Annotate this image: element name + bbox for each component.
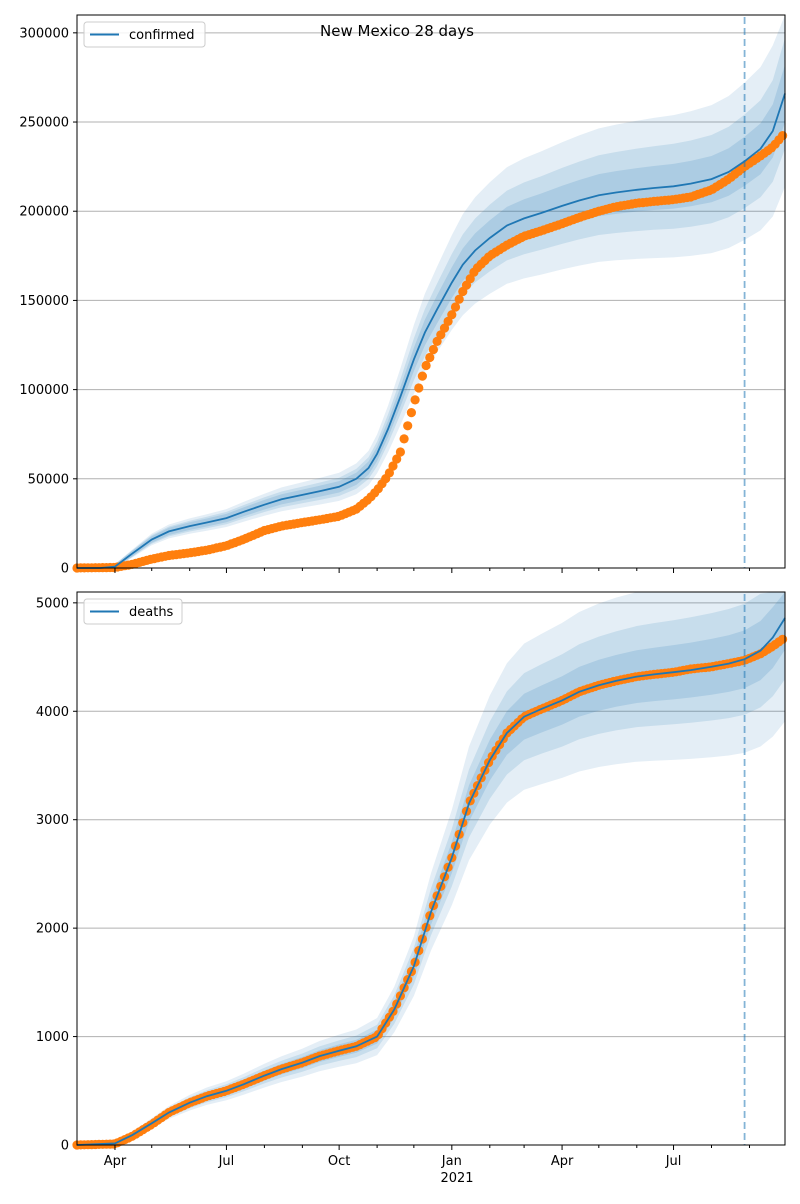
chart-panel-deaths: 0 1000 2000 3000 4000 5000 Apr Jul Oct Jan Apr Jul d… (36, 591, 788, 1169)
observed-point (399, 434, 409, 444)
y-tick-label: 4000 (36, 705, 69, 720)
observed-point (425, 352, 435, 363)
y-tick-label: 5000 (36, 596, 69, 611)
observed-point (395, 447, 405, 457)
legend: deaths (83, 598, 183, 625)
y-tick-label: 1000 (36, 1030, 69, 1045)
legend: confirmed (83, 21, 206, 48)
model-median-line (76, 617, 786, 1146)
x-tick-label: Oct (328, 1154, 350, 1169)
uncertainty-band (77, 592, 785, 1145)
x-tick-label: Apr (551, 1154, 574, 1169)
chart-panel-confirmed: 0 50000 100000 150000 200000 250000 300000 conf… (19, 14, 788, 577)
y-tick-label: 3000 (36, 813, 69, 828)
axes-frame (76, 591, 786, 1146)
observed-point (778, 131, 788, 141)
uncertainty-band (77, 15, 785, 568)
model-median-line (77, 93, 786, 569)
observed-point (417, 371, 427, 381)
observed-point (392, 454, 402, 464)
observed-point (388, 461, 398, 471)
observed-point (403, 421, 413, 431)
observed-point (447, 310, 457, 320)
observed-point (454, 294, 464, 304)
x-tick-label: Jul (665, 1154, 682, 1169)
legend-box (83, 598, 183, 625)
y-tick-label: 250000 (19, 116, 69, 131)
observed-point (384, 468, 394, 478)
observed-point (414, 383, 424, 393)
x-tick-label: Jul (218, 1154, 235, 1169)
x-tick-label: Jan (441, 1154, 462, 1169)
observed-point (443, 316, 453, 326)
legend-label: confirmed (129, 28, 195, 43)
observed-point (410, 395, 420, 405)
uncertainty-band (77, 38, 785, 569)
uncertainty-band (77, 592, 785, 1145)
uncertainty-band (77, 592, 785, 1145)
observed-point (436, 330, 446, 340)
y-tick-label: 300000 (19, 26, 69, 41)
uncertainty-band (77, 64, 785, 568)
x-axis-year-label: 2021 (440, 1171, 473, 1186)
legend-box (83, 21, 206, 48)
y-tick-label: 50000 (28, 472, 69, 487)
y-tick-label: 200000 (19, 205, 69, 220)
observed-point (428, 344, 438, 355)
legend-label: deaths (129, 605, 174, 620)
figure-title: New Mexico 28 days (320, 22, 474, 40)
y-tick-label: 100000 (19, 383, 69, 398)
observed-point (406, 408, 416, 418)
observed-point (450, 302, 461, 312)
observed-point (778, 634, 788, 644)
axes-frame (76, 14, 786, 569)
y-tick-label: 0 (61, 1139, 69, 1154)
x-tick-label: Apr (104, 1154, 127, 1169)
observed-point (421, 360, 431, 371)
y-tick-label: 2000 (36, 922, 69, 937)
y-tick-label: 150000 (19, 294, 69, 309)
y-tick-label: 0 (61, 562, 69, 577)
